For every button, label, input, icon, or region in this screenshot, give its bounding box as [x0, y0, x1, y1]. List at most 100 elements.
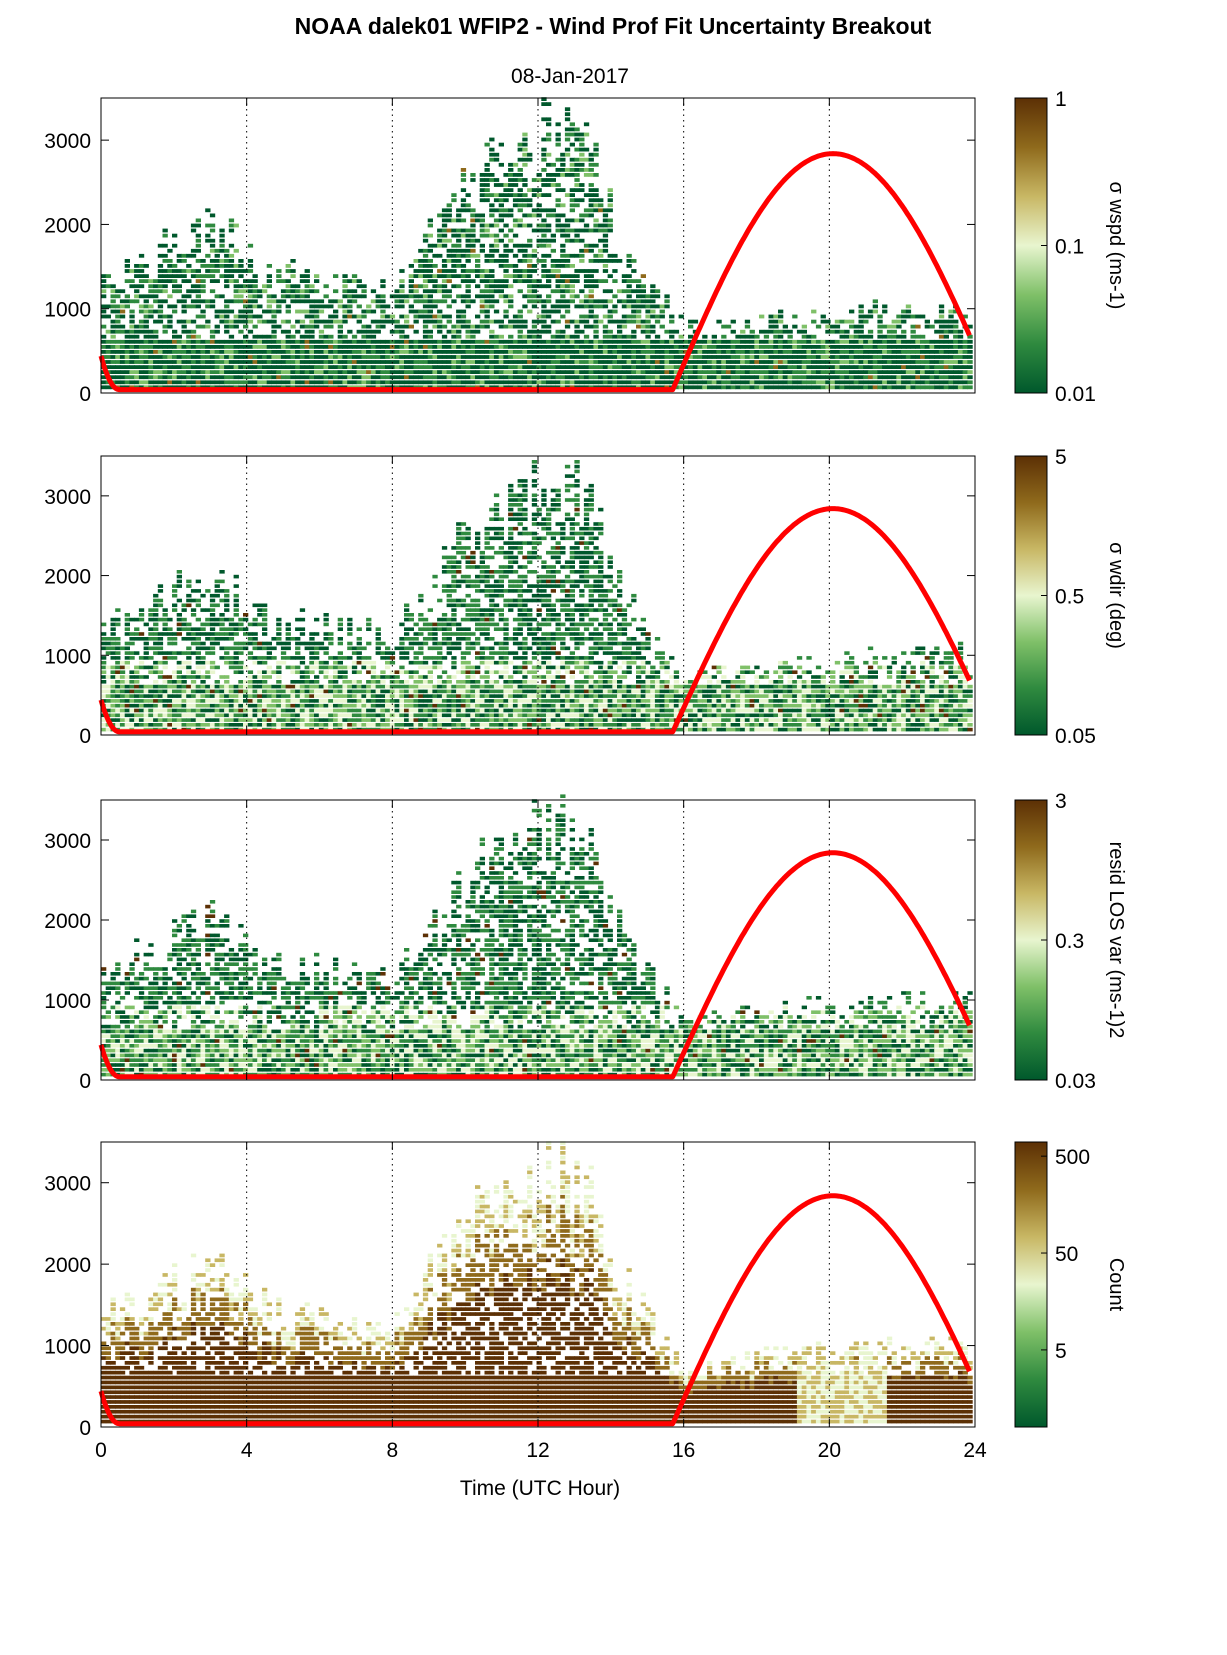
- heatmap-cell: [361, 334, 367, 339]
- heatmap-cell: [138, 608, 145, 612]
- heatmap-cell: [711, 334, 717, 339]
- heatmap-cell: [134, 708, 140, 713]
- heatmap-cell: [569, 274, 575, 278]
- heatmap-cell: [498, 365, 504, 369]
- heatmap-cell: [328, 360, 334, 364]
- heatmap-cell: [219, 622, 225, 627]
- heatmap-cell: [214, 622, 220, 627]
- heatmap-cell: [314, 641, 320, 646]
- heatmap-cell: [522, 203, 528, 208]
- heatmap-cell: [650, 375, 656, 380]
- heatmap-cell: [541, 380, 547, 385]
- heatmap-cell: [517, 193, 523, 197]
- heatmap-cell: [451, 324, 457, 329]
- heatmap-cell: [602, 314, 609, 319]
- heatmap-cell: [564, 218, 571, 223]
- heatmap-cell: [276, 660, 282, 665]
- heatmap-cell: [456, 248, 462, 253]
- heatmap-cell: [465, 339, 471, 344]
- heatmap-cell: [849, 365, 855, 369]
- heatmap-cell: [531, 253, 538, 258]
- heatmap-cell: [569, 279, 575, 283]
- heatmap-cell: [404, 708, 410, 713]
- heatmap-cell: [290, 350, 296, 354]
- heatmap-cell: [285, 284, 291, 289]
- heatmap-cell: [910, 380, 916, 385]
- heatmap-cell: [115, 665, 121, 670]
- heatmap-cell: [299, 345, 306, 349]
- heatmap-cell: [404, 723, 410, 727]
- heatmap-cell: [195, 248, 201, 253]
- heatmap-cell: [247, 314, 254, 319]
- heatmap-cell: [347, 380, 353, 385]
- heatmap-cell: [323, 660, 329, 665]
- heatmap-cell: [697, 345, 703, 349]
- heatmap-cell: [224, 637, 230, 641]
- heatmap-cell: [370, 660, 377, 665]
- heatmap-cell: [787, 329, 793, 334]
- heatmap-cell: [167, 380, 173, 385]
- heatmap-cell: [924, 380, 930, 385]
- heatmap-cell: [626, 304, 632, 309]
- heatmap-cell: [948, 380, 954, 385]
- heatmap-cell: [607, 355, 613, 359]
- heatmap-cell: [105, 385, 111, 390]
- heatmap-cell: [323, 689, 329, 694]
- heatmap-cell: [356, 646, 362, 651]
- heatmap-cell: [172, 304, 178, 309]
- heatmap-cell: [280, 299, 287, 304]
- heatmap-cell: [101, 641, 107, 646]
- heatmap-cell: [280, 289, 287, 294]
- heatmap-cell: [119, 694, 126, 698]
- heatmap-cell: [759, 360, 765, 364]
- heatmap-cell: [224, 646, 230, 651]
- heatmap-cell: [271, 365, 277, 369]
- heatmap-cell: [380, 360, 386, 364]
- heatmap-cell: [583, 173, 590, 177]
- heatmap-cell: [285, 365, 291, 369]
- heatmap-cell: [527, 334, 533, 339]
- heatmap-cell: [333, 656, 339, 660]
- heatmap-cell: [257, 699, 263, 703]
- heatmap-cell: [560, 350, 566, 354]
- heatmap-cell: [564, 339, 571, 344]
- heatmap-cell: [830, 345, 836, 349]
- heatmap-cell: [280, 279, 287, 283]
- heatmap-cell: [243, 304, 249, 309]
- heatmap-cell: [550, 345, 556, 349]
- heatmap-cell: [361, 375, 367, 380]
- heatmap-cell: [138, 309, 145, 314]
- heatmap-cell: [190, 632, 197, 636]
- heatmap-cell: [640, 329, 646, 334]
- heatmap-cell: [380, 319, 386, 324]
- heatmap-cell: [304, 324, 310, 329]
- heatmap-cell: [465, 203, 471, 208]
- heatmap-cell: [839, 365, 845, 369]
- heatmap-cell: [910, 329, 916, 334]
- heatmap-cell: [342, 694, 348, 698]
- heatmap-cell: [233, 375, 239, 380]
- heatmap-cell: [124, 641, 130, 646]
- heatmap-cell: [389, 365, 396, 369]
- heatmap-cell: [479, 299, 485, 304]
- heatmap-cell: [555, 339, 561, 344]
- heatmap-cell: [470, 213, 476, 218]
- heatmap-cell: [243, 613, 249, 617]
- heatmap-cell: [299, 324, 306, 329]
- heatmap-cell: [683, 370, 689, 374]
- heatmap-cell: [527, 243, 533, 248]
- heatmap-cell: [356, 723, 362, 727]
- heatmap-cell: [413, 259, 419, 263]
- heatmap-cell: [427, 380, 433, 385]
- heatmap-cell: [460, 339, 467, 344]
- heatmap-cell: [560, 203, 566, 208]
- heatmap-cell: [938, 304, 945, 309]
- heatmap-cell: [536, 208, 542, 213]
- heatmap-cell: [314, 345, 320, 349]
- heatmap-cell: [138, 264, 145, 268]
- heatmap-cell: [129, 723, 135, 727]
- heatmap-cell: [460, 188, 467, 192]
- heatmap-cell: [446, 339, 452, 344]
- heatmap-cell: [228, 218, 235, 223]
- heatmap-cell: [408, 279, 414, 283]
